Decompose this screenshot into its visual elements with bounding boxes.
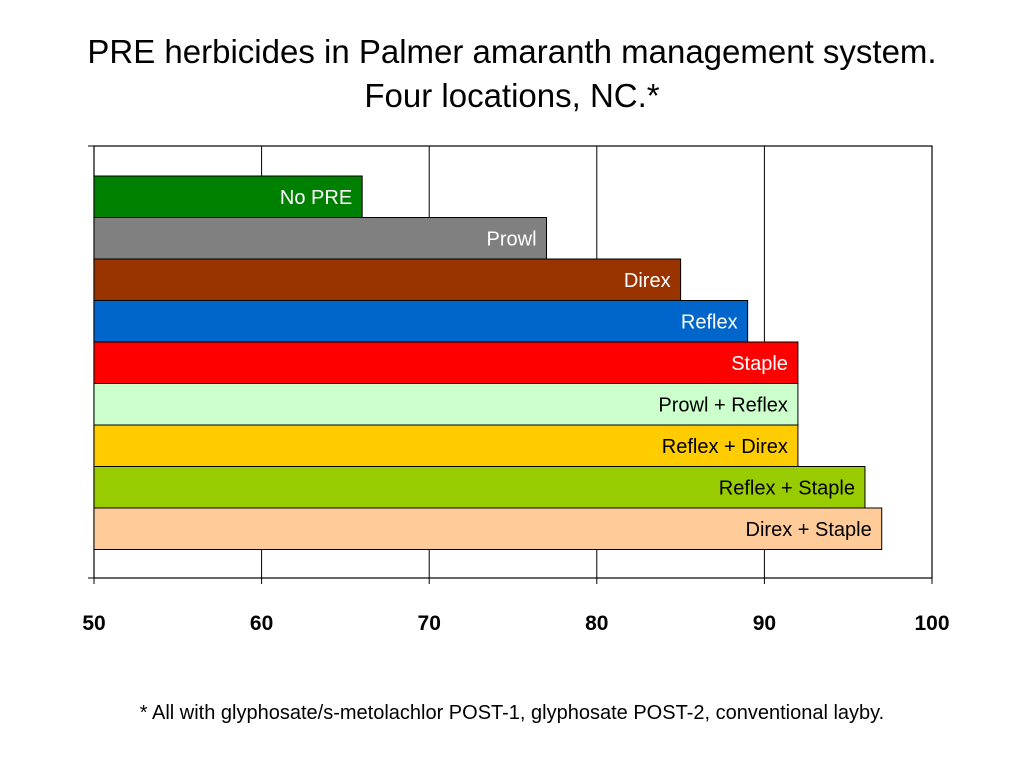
x-tick-label: 80: [585, 612, 608, 635]
bar: [93, 424, 799, 467]
bar-label: Direx: [624, 270, 671, 292]
bar: [93, 341, 799, 384]
chart-title-line1: PRE herbicides in Palmer amaranth manage…: [87, 33, 937, 70]
bar-label: No PRE: [280, 187, 352, 209]
bar: [93, 300, 749, 343]
bar: [93, 258, 682, 301]
bar: [93, 217, 548, 260]
chart-title: PRE herbicides in Palmer amaranth manage…: [0, 30, 1024, 118]
x-tick-label: 90: [753, 612, 776, 635]
bar-label: Direx + Staple: [746, 519, 872, 541]
bar-label: Staple: [731, 353, 788, 375]
bar-label: Reflex: [681, 311, 738, 333]
x-tick-label: 70: [418, 612, 441, 635]
bar: [93, 175, 363, 218]
bar-label: Reflex + Direx: [662, 436, 788, 458]
footnote: * All with glyphosate/s-metolachlor POST…: [139, 702, 885, 724]
bar: [93, 466, 866, 509]
x-tick-label: 60: [250, 612, 273, 635]
x-tick-label: 50: [82, 612, 105, 635]
chart-title-line2: Four locations, NC.*: [364, 77, 660, 114]
bar: [93, 507, 883, 550]
bar-label: Prowl + Reflex: [658, 394, 788, 416]
bar: [93, 383, 799, 426]
bar-label: Prowl: [487, 228, 537, 250]
bar-label: Reflex + Staple: [719, 477, 855, 499]
x-tick-label: 100: [914, 612, 949, 635]
